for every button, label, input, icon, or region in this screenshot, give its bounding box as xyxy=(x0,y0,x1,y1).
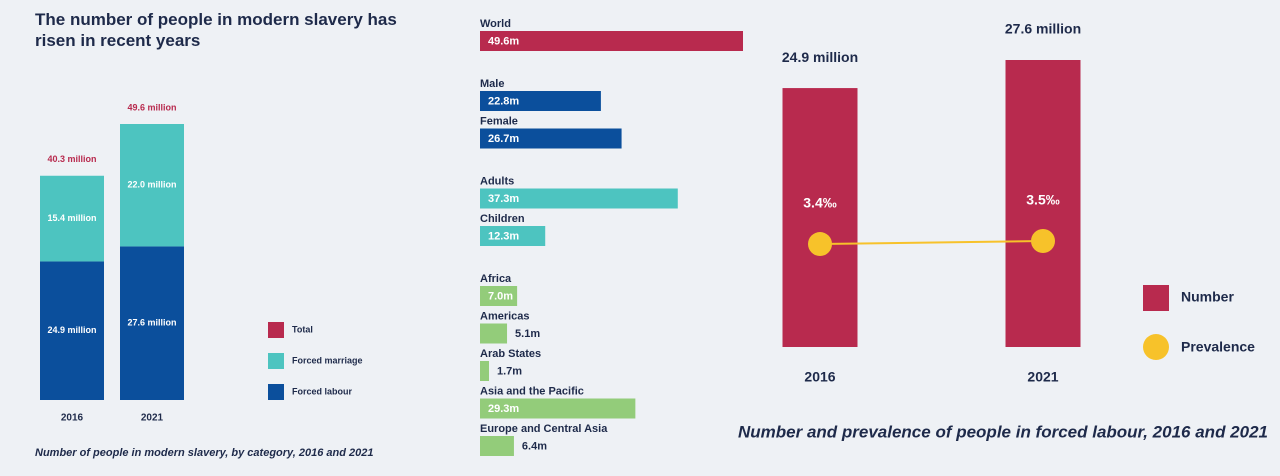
bar xyxy=(480,361,490,381)
point xyxy=(808,232,832,257)
category-label: Arab States xyxy=(480,348,541,360)
value-label: 7.0m xyxy=(488,290,513,302)
bar xyxy=(480,286,518,306)
x-tick-label: 2021 xyxy=(1027,369,1058,385)
point xyxy=(1031,229,1055,253)
caption: Number and prevalence of people in force… xyxy=(738,422,1268,441)
bar xyxy=(480,226,546,246)
legend-label: Forced labour xyxy=(292,386,353,396)
title: The number of people in modern slavery h… xyxy=(35,10,397,50)
bar xyxy=(480,31,743,51)
value-label: 22.0 million xyxy=(127,180,176,190)
x-tick-label: 2016 xyxy=(61,413,84,424)
bar-segment xyxy=(40,175,104,262)
category-label: World xyxy=(480,18,511,30)
value-label: 27.6 million xyxy=(1005,21,1081,37)
x-tick-label: 2021 xyxy=(141,413,164,424)
value-label: 49.6m xyxy=(488,35,519,47)
category-label: Asia and the Pacific xyxy=(480,385,584,397)
legend-label: Forced marriage xyxy=(292,355,363,365)
category-label: Adults xyxy=(480,175,514,187)
value-label: 12.3m xyxy=(488,230,519,242)
legend-label: Number xyxy=(1181,289,1234,305)
bar xyxy=(782,88,858,348)
legend-swatch xyxy=(268,353,284,369)
bar-segment xyxy=(120,124,184,247)
bar-segment xyxy=(40,261,104,400)
line xyxy=(819,240,1044,246)
value-label: 27.6 million xyxy=(127,318,176,328)
total-label: 49.6 million xyxy=(127,102,176,112)
category-label: Female xyxy=(480,115,518,127)
bar xyxy=(480,436,514,456)
legend-label: Prevalence xyxy=(1181,339,1255,355)
bar xyxy=(480,188,678,209)
category-label: Africa xyxy=(480,273,512,285)
bar xyxy=(480,128,622,149)
bar xyxy=(480,398,636,419)
legend-swatch xyxy=(268,322,284,338)
value-label: 6.4m xyxy=(522,440,547,452)
category-label: Americas xyxy=(480,310,530,322)
bar xyxy=(480,323,508,344)
value-label: 22.8m xyxy=(488,95,519,107)
value-label: 1.7m xyxy=(497,365,522,377)
bar-segment xyxy=(120,246,184,400)
x-tick-label: 2016 xyxy=(804,369,835,385)
legend-swatch xyxy=(1143,285,1169,311)
value-label: 26.7m xyxy=(488,133,519,145)
legend-label: Total xyxy=(292,324,313,334)
value-label: 3.4‰ xyxy=(803,195,836,211)
bar xyxy=(1005,60,1081,347)
value-label: 37.3m xyxy=(488,193,519,205)
value-label: 3.5‰ xyxy=(1026,192,1059,208)
value-label: 24.9 million xyxy=(47,325,96,335)
legend-swatch xyxy=(1143,334,1169,360)
value-label: 24.9 million xyxy=(782,49,858,65)
category-label: Children xyxy=(480,213,525,225)
value-label: 15.4 million xyxy=(47,213,96,223)
total-label: 40.3 million xyxy=(47,154,96,164)
category-label: Male xyxy=(480,78,504,90)
bar xyxy=(480,91,601,111)
value-label: 5.1m xyxy=(515,328,540,340)
legend-swatch xyxy=(268,384,284,400)
value-label: 29.3m xyxy=(488,403,519,415)
category-label: Europe and Central Asia xyxy=(480,423,608,435)
caption: Number of people in modern slavery, by c… xyxy=(35,447,373,459)
